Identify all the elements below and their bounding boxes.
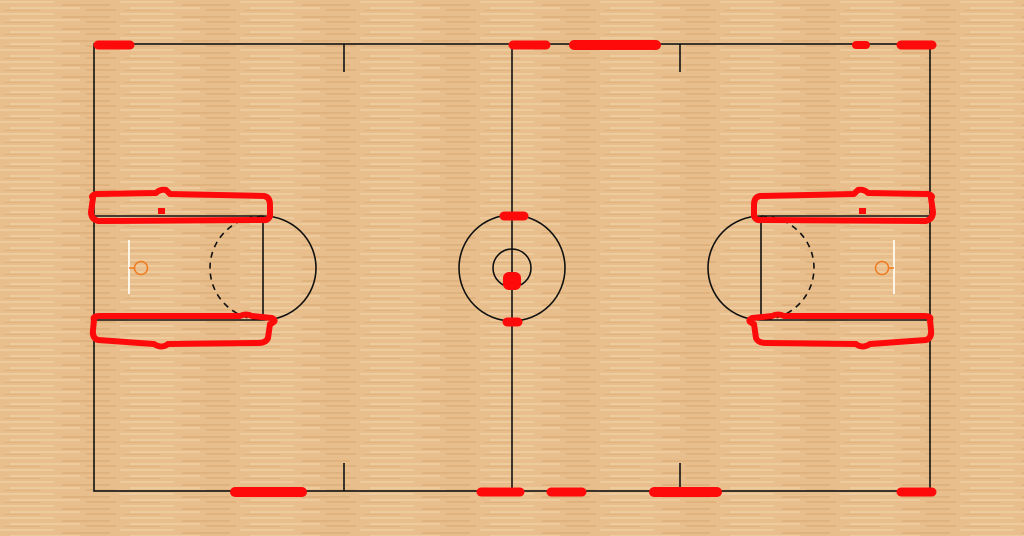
red-mark-right-key-top-dot <box>859 208 866 214</box>
red-markings <box>88 40 937 497</box>
right-hoop-icon <box>874 260 890 276</box>
red-mark-left-key-bottom <box>89 311 278 350</box>
red-mark-right-key-bottom <box>746 311 935 350</box>
left-hoop-icon <box>133 260 149 276</box>
right-free-throw-arc <box>707 215 762 321</box>
red-mark-left-key-top-dot <box>158 208 165 214</box>
red-mark-center-dot <box>503 272 521 290</box>
red-mark-left-key-top <box>88 186 273 224</box>
red-mark-right-key-top <box>751 186 936 224</box>
left-free-throw-arc <box>262 215 317 321</box>
hoops <box>128 240 895 294</box>
